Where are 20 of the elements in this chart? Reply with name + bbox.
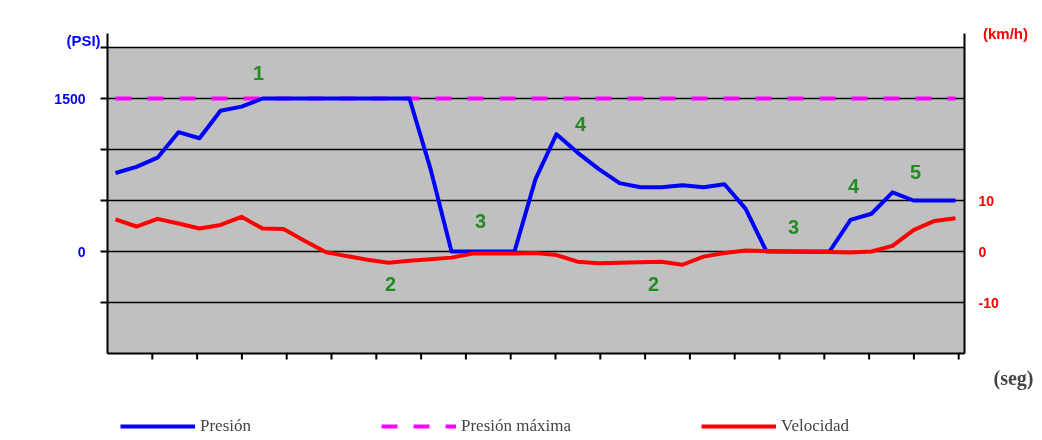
annotation: 2	[647, 272, 660, 295]
annotation: 4	[847, 174, 860, 197]
line-series	[113, 214, 958, 267]
y2-tick-label: -10	[978, 294, 999, 311]
y-tick-label: 1500	[54, 90, 86, 107]
legend-label: Presión máxima	[461, 416, 572, 436]
annotation: 4	[574, 112, 587, 135]
x-axis-title: (seg)	[993, 366, 1034, 390]
annotation: 5	[909, 160, 922, 183]
annotation: 3	[787, 215, 800, 238]
legend-label: Velocidad	[781, 416, 849, 436]
annotation: 3	[474, 209, 487, 232]
y2-axis-title: (km/h)	[983, 25, 1028, 42]
y-axis-title: (PSI)	[66, 32, 101, 49]
annotation: 1	[252, 61, 265, 84]
y2-tick-label: 0	[978, 243, 987, 260]
y2-tick-label: 10	[978, 192, 995, 209]
annotation: 2	[384, 272, 397, 295]
line-series	[113, 96, 958, 254]
legend-label: Presión	[200, 416, 251, 436]
